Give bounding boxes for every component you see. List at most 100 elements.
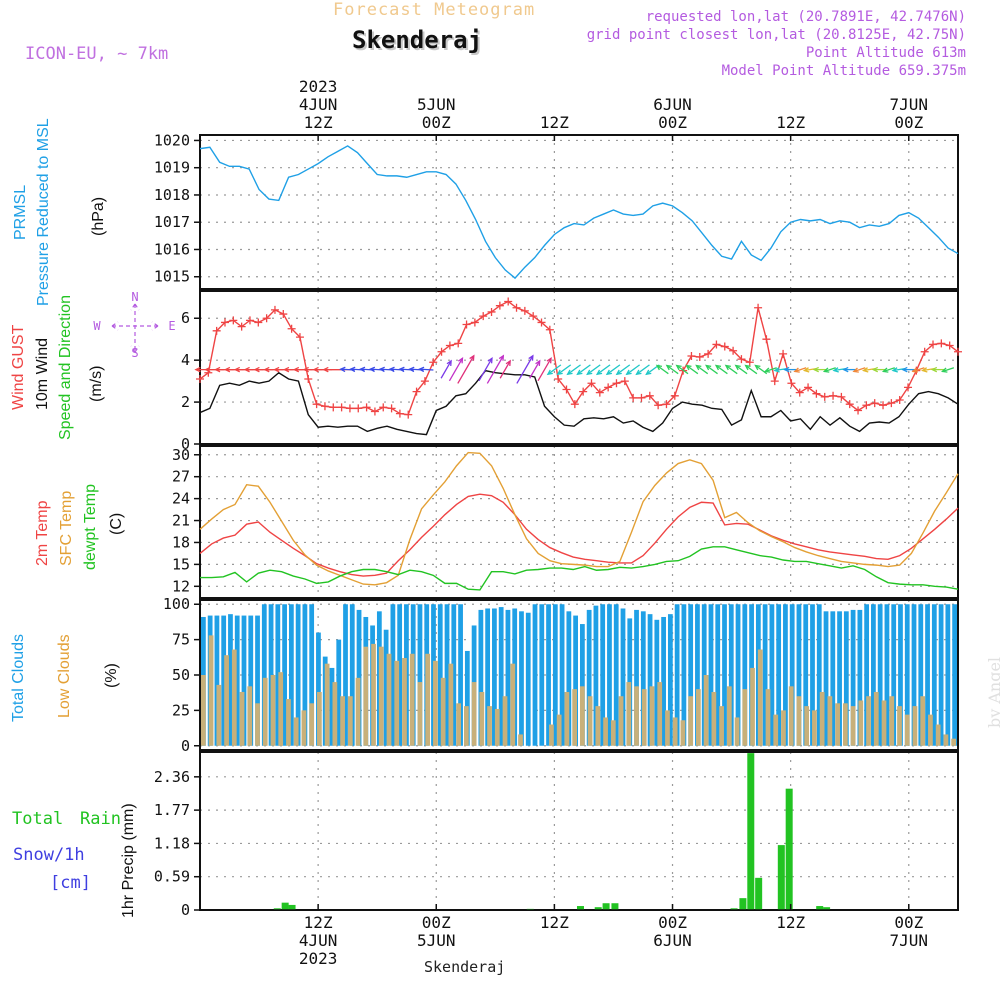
gust-marker bbox=[437, 347, 446, 356]
total-cloud-bar bbox=[816, 604, 822, 746]
total-cloud-bar bbox=[580, 624, 585, 746]
total-cloud-bar bbox=[302, 604, 308, 746]
total-cloud-bar bbox=[708, 604, 714, 746]
y-tick-label: 2 bbox=[181, 393, 190, 411]
wind-arrowhead bbox=[214, 366, 221, 373]
total-cloud-bar bbox=[715, 604, 721, 746]
wind-arrow bbox=[529, 360, 541, 379]
bottom-time-label: 12Z bbox=[540, 913, 569, 932]
model-label: ICON-EU, ~ 7km bbox=[25, 44, 169, 64]
top-time-label: 12Z bbox=[540, 113, 569, 132]
gust-marker bbox=[687, 351, 696, 360]
low-cloud-bar bbox=[928, 714, 933, 746]
gust-marker bbox=[887, 399, 896, 408]
total-cloud-bar bbox=[288, 604, 294, 746]
low-cloud-bar bbox=[610, 720, 616, 746]
total-cloud-bar bbox=[864, 604, 870, 746]
wind-arrow bbox=[606, 364, 621, 375]
wind-arrowhead bbox=[615, 369, 622, 376]
wind-arrowhead bbox=[655, 364, 663, 371]
point-altitude: Point Altitude 613m bbox=[805, 45, 966, 61]
y-tick-label: 18 bbox=[172, 533, 190, 551]
gust-marker bbox=[245, 316, 254, 325]
total-cloud-bar bbox=[444, 604, 450, 746]
low-cloud-bar bbox=[363, 646, 369, 746]
wind10m-line bbox=[199, 369, 959, 436]
gust-marker bbox=[520, 306, 529, 315]
gust-marker bbox=[895, 395, 904, 404]
low-cloud-bar bbox=[657, 682, 663, 746]
low-cloud-bar bbox=[518, 734, 523, 746]
total-cloud-bar bbox=[566, 611, 572, 746]
total-cloud-bar bbox=[559, 604, 565, 746]
wind-arrowhead bbox=[282, 366, 290, 373]
total-cloud-bar bbox=[898, 604, 903, 746]
label-cm: [cm] bbox=[50, 873, 91, 893]
wind-arrow bbox=[715, 364, 728, 375]
total-cloud-bar bbox=[857, 609, 863, 746]
gust-marker bbox=[845, 400, 854, 409]
total-cloud-bar bbox=[803, 604, 809, 746]
low-cloud-bar bbox=[757, 649, 763, 746]
top-time-label: 00Z bbox=[422, 113, 451, 132]
low-cloud-bar bbox=[394, 660, 400, 746]
top-time-label: 12Z bbox=[776, 113, 805, 132]
low-cloud-bar bbox=[703, 675, 709, 746]
low-cloud-bar bbox=[216, 684, 222, 746]
low-cloud-bar bbox=[641, 689, 647, 746]
total-cloud-bar bbox=[343, 604, 348, 746]
gust-marker bbox=[670, 391, 679, 400]
station-title: Skenderaj bbox=[352, 26, 483, 54]
low-cloud-bar bbox=[842, 703, 848, 746]
total-cloud-bar bbox=[728, 604, 734, 746]
low-cloud-bar bbox=[750, 667, 755, 746]
sfc-temp-line bbox=[199, 451, 959, 586]
low-cloud-bar bbox=[332, 682, 338, 746]
low-cloud-bar bbox=[665, 710, 670, 746]
total-cloud-bar bbox=[735, 604, 741, 746]
compass-e: E bbox=[168, 319, 175, 333]
wind-arrow bbox=[419, 368, 434, 371]
wind-arrowhead bbox=[861, 367, 869, 373]
total-cloud-bar bbox=[309, 604, 315, 746]
bottom-time-label: 5JUN bbox=[417, 931, 456, 950]
low-cloud-bar bbox=[719, 706, 724, 746]
low-cloud-bar bbox=[556, 714, 562, 746]
gust-marker bbox=[729, 346, 738, 355]
y-tick-label: 0 bbox=[181, 737, 190, 755]
wind-arrowhead bbox=[339, 366, 346, 373]
total-cloud-bar bbox=[255, 615, 260, 746]
wind-arrowhead bbox=[546, 369, 553, 376]
rain-bar bbox=[288, 904, 296, 910]
low-cloud-bar bbox=[951, 738, 956, 746]
low-cloud-bar bbox=[711, 691, 717, 746]
gust-marker bbox=[212, 326, 221, 335]
y-tick-label: 1018 bbox=[154, 186, 190, 204]
total-cloud-bar bbox=[573, 615, 578, 746]
low-cloud-bar bbox=[510, 663, 516, 746]
gust-marker bbox=[387, 404, 396, 413]
low-cloud-bar bbox=[208, 635, 214, 746]
total-cloud-bar bbox=[634, 609, 639, 746]
low-cloud-bar bbox=[618, 696, 624, 746]
gust-marker bbox=[704, 349, 713, 358]
wind-arrowhead bbox=[605, 369, 613, 376]
wind-arrow bbox=[577, 364, 591, 375]
bottom-time-label: 2023 bbox=[299, 949, 338, 968]
wind-arrow bbox=[516, 355, 534, 384]
wind-arrow bbox=[705, 364, 718, 375]
y-tick-label: 1.77 bbox=[154, 801, 190, 819]
y-tick-label: 1016 bbox=[154, 240, 190, 258]
rain-bar bbox=[730, 908, 738, 910]
wind-arrow bbox=[440, 360, 452, 379]
low-cloud-bar bbox=[409, 653, 415, 746]
compass-s: S bbox=[131, 346, 138, 360]
total-cloud-bar bbox=[275, 604, 281, 746]
wind-arrowhead bbox=[891, 367, 898, 373]
wind-arrowhead bbox=[911, 367, 918, 373]
gust-marker bbox=[312, 400, 321, 409]
wind-arrow bbox=[765, 367, 777, 373]
low-cloud-bar bbox=[471, 682, 477, 746]
low-cloud-bar bbox=[293, 717, 299, 746]
